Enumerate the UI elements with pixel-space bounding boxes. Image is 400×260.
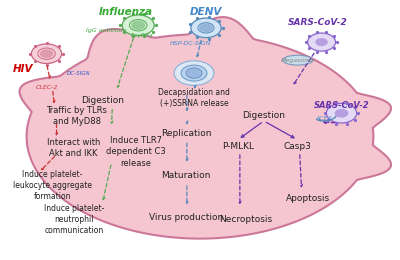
Ellipse shape [181, 65, 207, 81]
Circle shape [31, 44, 62, 63]
Text: FcγRIIa: FcγRIIa [131, 33, 154, 38]
PathPatch shape [20, 17, 391, 239]
Circle shape [199, 23, 213, 32]
Text: SARS-CoV-2: SARS-CoV-2 [314, 101, 369, 110]
Circle shape [308, 33, 336, 51]
Text: Megasome: Megasome [280, 58, 315, 63]
Circle shape [122, 15, 154, 36]
Text: SARS-CoV-2: SARS-CoV-2 [288, 18, 348, 27]
Text: HIV: HIV [12, 64, 33, 74]
Text: Maturation: Maturation [161, 171, 211, 180]
Text: Interact with
Akt and IKK: Interact with Akt and IKK [46, 138, 100, 158]
Circle shape [40, 49, 53, 58]
Text: IgG antibody: IgG antibody [86, 28, 126, 33]
Ellipse shape [174, 61, 214, 85]
Text: Digestion: Digestion [81, 96, 124, 105]
Circle shape [191, 18, 221, 38]
Text: Apoptosis: Apoptosis [286, 194, 330, 203]
Text: ACE2: ACE2 [315, 116, 332, 121]
Circle shape [186, 68, 202, 78]
Text: Decapsidation and
(+)SSRNA release: Decapsidation and (+)SSRNA release [158, 88, 230, 108]
Ellipse shape [283, 55, 313, 65]
Text: Replication: Replication [161, 129, 211, 138]
Text: DENV: DENV [190, 7, 222, 17]
Text: Induce TLR7
dependent C3
release: Induce TLR7 dependent C3 release [106, 136, 166, 168]
Circle shape [326, 103, 357, 123]
Text: Digestion: Digestion [242, 111, 285, 120]
Text: Traffic by TLRs
and MyD88: Traffic by TLRs and MyD88 [46, 106, 108, 126]
Text: P-MLKL: P-MLKL [222, 142, 254, 151]
Text: Influenza: Influenza [99, 7, 153, 17]
Text: Casp3: Casp3 [284, 142, 312, 151]
Text: Induce platelet-
neutrophil
communication: Induce platelet- neutrophil communicatio… [44, 204, 105, 235]
Text: CLEC-2: CLEC-2 [35, 85, 58, 90]
Circle shape [335, 109, 348, 118]
Circle shape [315, 38, 328, 46]
Text: HSP-DC-SIGN: HSP-DC-SIGN [170, 41, 211, 46]
Text: Necroptosis: Necroptosis [219, 215, 272, 224]
Text: DC-SIGN: DC-SIGN [67, 71, 90, 76]
Text: Virus production: Virus production [149, 213, 223, 222]
Circle shape [131, 21, 145, 30]
Text: Induce platelet-
leukocyte aggregate
formation: Induce platelet- leukocyte aggregate for… [13, 170, 92, 201]
